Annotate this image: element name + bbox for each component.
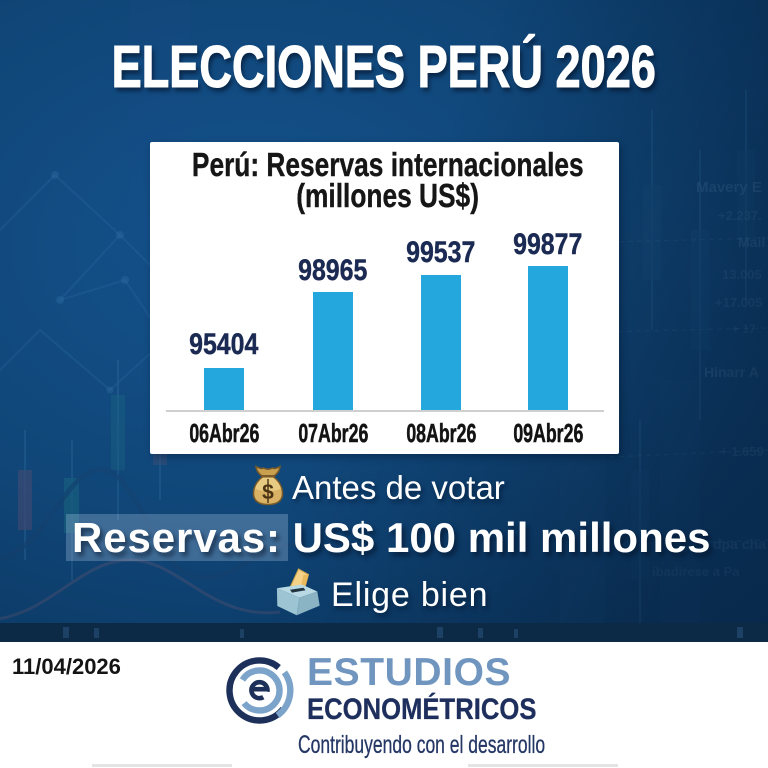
svg-text:$: $ [262,481,274,504]
